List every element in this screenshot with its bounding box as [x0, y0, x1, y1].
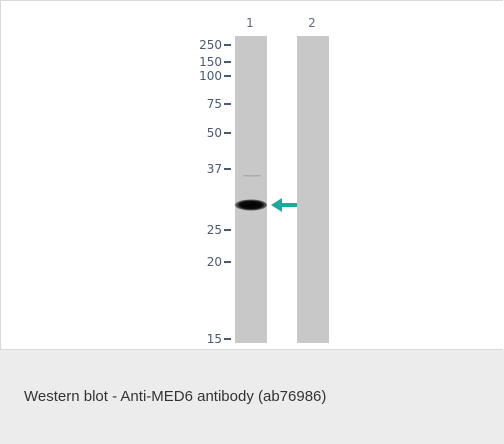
- marker-dash-25: [224, 229, 231, 231]
- marker-dashes: [224, 44, 231, 340]
- marker-label-25: 25: [207, 223, 222, 237]
- marker-dash-250: [224, 44, 231, 46]
- protein-band: [235, 199, 267, 211]
- marker-dash-15: [224, 338, 231, 340]
- marker-dash-100: [224, 75, 231, 77]
- band-arrow-icon: [271, 198, 297, 212]
- marker-label-250: 250: [199, 38, 222, 52]
- marker-label-15: 15: [207, 332, 222, 346]
- marker-label-20: 20: [207, 255, 222, 269]
- marker-label-37: 37: [207, 162, 222, 176]
- marker-ladder: 250 150 100 75 50 37 25 20 15: [199, 38, 222, 346]
- marker-label-75: 75: [207, 97, 222, 111]
- marker-label-50: 50: [207, 126, 222, 140]
- western-blot-image: 1 2 250 150 100 75 50 37 25 20: [0, 0, 503, 350]
- marker-dash-37: [224, 168, 231, 170]
- faint-band: [243, 175, 261, 177]
- marker-label-100: 100: [199, 69, 222, 83]
- lane-label-2: 2: [308, 16, 316, 30]
- lane-label-1: 1: [246, 16, 254, 30]
- blot-graphic: 1 2 250 150 100 75 50 37 25 20: [199, 16, 329, 346]
- marker-dash-50: [224, 132, 231, 134]
- marker-dash-20: [224, 261, 231, 263]
- caption-panel: Western blot - Anti-MED6 antibody (ab769…: [0, 350, 504, 444]
- lane-2: [297, 36, 329, 343]
- lane-1: [235, 36, 267, 343]
- figure-caption: Western blot - Anti-MED6 antibody (ab769…: [24, 388, 327, 405]
- marker-label-150: 150: [199, 55, 222, 69]
- marker-dash-150: [224, 61, 231, 63]
- marker-dash-75: [224, 103, 231, 105]
